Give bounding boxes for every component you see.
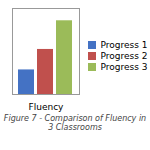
- html-text:Figure 7 - Comparison of Fluen: Figure 7 - Comparison of Fluency in 3 Cl…: [3, 114, 147, 133]
- html-text:Progress 2: Progress 2: [100, 50, 148, 61]
- html-text:Progress 3: Progress 3: [100, 61, 148, 72]
- svg-text:Fluency: Fluency: [29, 102, 65, 112]
- html-text:Progress 1: Progress 1: [100, 39, 148, 50]
